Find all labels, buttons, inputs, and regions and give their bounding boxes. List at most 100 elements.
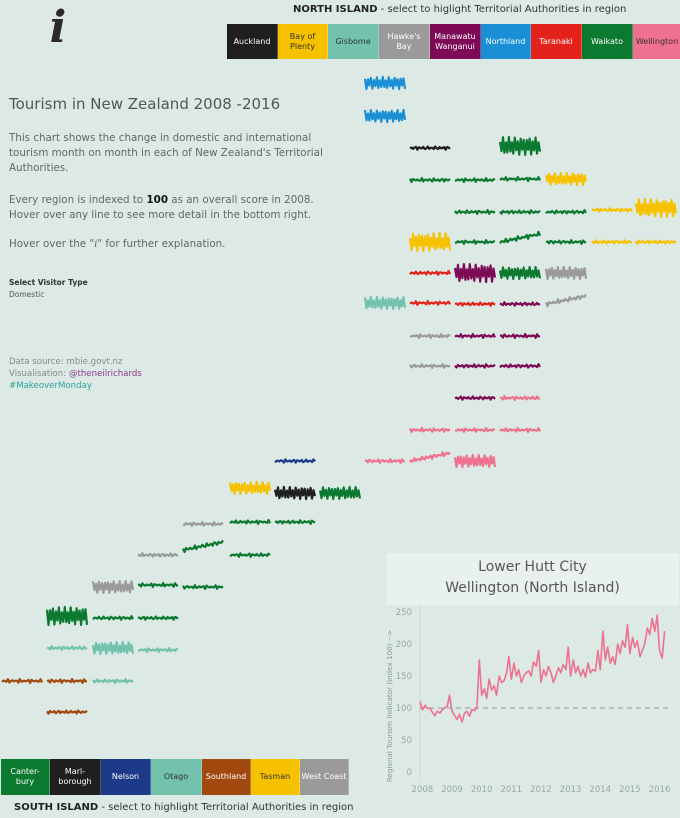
sparkline-waikato[interactable] — [498, 135, 542, 157]
legend-north-gisbome[interactable]: Gisbome — [328, 24, 379, 59]
sparkline-wellington[interactable] — [499, 395, 541, 401]
sparkline-marlborough[interactable] — [273, 485, 317, 501]
sparkline-waikato[interactable] — [499, 209, 541, 215]
sparkline-taranaki[interactable] — [409, 300, 451, 306]
sparkline-nelson[interactable] — [274, 458, 316, 464]
sparkline-otago[interactable] — [137, 647, 179, 653]
sparkline-otago[interactable] — [91, 640, 135, 656]
sparkline-manawatu-wanganui[interactable] — [499, 332, 541, 339]
sparkline-tasman[interactable] — [228, 480, 272, 496]
sparkline-wellington[interactable] — [409, 451, 451, 463]
detail-title-authority: Lower Hutt City — [478, 559, 587, 575]
sparkline-manawatu-wanganui[interactable] — [454, 395, 496, 401]
sparkline-waikato[interactable] — [454, 177, 496, 183]
sparkline-waikato[interactable] — [545, 209, 587, 215]
sparkline-auckland[interactable] — [409, 145, 451, 151]
legend-south-southland[interactable]: Southland — [202, 759, 251, 795]
sparkline-canterbury[interactable] — [181, 539, 224, 554]
south-island-title: SOUTH ISLAND - select to highlight Terri… — [14, 802, 353, 813]
sparkline-hawke-s-bay[interactable] — [544, 265, 588, 281]
legend-south-otago[interactable]: Otago — [151, 759, 202, 795]
sparkline-west-coast[interactable] — [137, 552, 179, 558]
detail-title-region: Wellington (North Island) — [445, 580, 620, 596]
legend-north-northland[interactable]: Northland — [481, 24, 531, 59]
intro-index-value: 100 — [146, 194, 168, 206]
sparkline-bay-of-plenty[interactable] — [634, 197, 678, 218]
sparkline-hawke-s-bay[interactable] — [544, 293, 587, 308]
sparkline-waikato[interactable] — [499, 230, 542, 245]
sparkline-canterbury[interactable] — [137, 615, 179, 621]
legend-south-west-coast[interactable]: West Coast — [300, 759, 349, 795]
legend-north-waikato[interactable]: Waikato — [582, 24, 633, 59]
detail-title-panel: Lower Hutt City Wellington (North Island… — [386, 553, 679, 605]
sparkline-taranaki[interactable] — [454, 301, 496, 307]
hashtag-link[interactable]: #MakeoverMonday — [9, 381, 92, 391]
legend-north-taranaki[interactable]: Taranaki — [531, 24, 582, 59]
sparkline-waikato[interactable] — [454, 209, 496, 215]
south-island-title-rest: - select to highlight Territorial Author… — [98, 802, 354, 813]
legend-south-marl-borough[interactable]: Marl- borough — [50, 759, 101, 795]
sparkline-canterbury[interactable] — [45, 605, 89, 627]
sparkline-taranaki[interactable] — [409, 269, 451, 276]
info-icon[interactable]: i — [49, 2, 67, 53]
north-island-title-bold: NORTH ISLAND — [293, 4, 378, 15]
sparkline-hawke-s-bay[interactable] — [409, 363, 451, 369]
legend-north-wellington[interactable]: Wellington — [633, 24, 680, 59]
sparkline-bay-of-plenty[interactable] — [544, 171, 588, 186]
sparkline-bay-of-plenty[interactable] — [408, 231, 452, 253]
series-line-0 — [419, 614, 666, 723]
sparkline-wellington[interactable] — [408, 426, 451, 434]
sparkline-bay-of-plenty[interactable] — [635, 239, 677, 245]
intro-hover-pre: Hover over the " — [9, 238, 95, 250]
sparkline-southland[interactable] — [1, 678, 44, 685]
sparkline-canterbury[interactable] — [229, 552, 271, 558]
sparkline-waikato[interactable] — [498, 266, 542, 281]
sparkline-canterbury[interactable] — [92, 615, 134, 621]
sparkline-wellington[interactable] — [499, 427, 542, 434]
sparkline-waikato[interactable] — [499, 176, 542, 183]
sparkline-manawatu-wanganui[interactable] — [454, 333, 496, 339]
legend-south-tasman[interactable]: Tasman — [251, 759, 300, 795]
sparkline-gisbome[interactable] — [363, 295, 407, 311]
legend-north-auckland[interactable]: Auckland — [227, 24, 278, 59]
sparkline-west-coast[interactable] — [91, 580, 135, 595]
sparkline-waikato[interactable] — [408, 177, 451, 184]
legend-north-hawke-s-bay[interactable]: Hawke's Bay — [379, 24, 430, 59]
sparkline-canterbury[interactable] — [274, 519, 316, 525]
visualisation-credit: Visualisation: @theneilrichards — [9, 368, 142, 380]
intro-hover-post: " for further explanation. — [97, 238, 226, 250]
sparkline-waikato[interactable] — [454, 239, 496, 245]
sparkline-northland[interactable] — [363, 108, 407, 124]
sparkline-manawatu-wanganui[interactable] — [453, 263, 497, 284]
legend-south-canter-bury[interactable]: Canter- bury — [1, 759, 50, 795]
sparkline-manawatu-wanganui[interactable] — [454, 363, 496, 369]
x-tick-label: 2015 — [619, 785, 641, 795]
sparkline-wellington[interactable] — [453, 453, 497, 468]
legend-north-bay-of-plenty[interactable]: Bay of Plenty — [278, 24, 328, 59]
visualisation-credit-pre: Visualisation: — [9, 369, 69, 379]
sparkline-wellington[interactable] — [454, 427, 496, 433]
sparkline-bay-of-plenty[interactable] — [591, 207, 633, 213]
sparkline-northland[interactable] — [363, 75, 407, 91]
legend-north-manawatu-wanganui[interactable]: Manawatu Wanganui — [430, 24, 481, 59]
south-island-legend: Canter- bury Marl- borough Nelson Otago Sout… — [1, 759, 349, 795]
sparkline-otago[interactable] — [92, 678, 134, 684]
sparkline-canterbury[interactable] — [182, 584, 224, 590]
legend-south-nelson[interactable]: Nelson — [101, 759, 151, 795]
sparkline-southland[interactable] — [46, 677, 87, 684]
sparkline-wellington[interactable] — [364, 458, 406, 464]
y-tick-label: 250 — [396, 608, 412, 618]
sparkline-otago[interactable] — [46, 645, 88, 651]
sparkline-canterbury[interactable] — [229, 518, 272, 525]
sparkline-manawatu-wanganui[interactable] — [499, 363, 541, 369]
sparkline-southland[interactable] — [46, 709, 88, 715]
author-handle-link[interactable]: @theneilrichards — [68, 369, 142, 379]
sparkline-manawatu-wanganui[interactable] — [499, 301, 541, 307]
sparkline-hawke-s-bay[interactable] — [409, 333, 451, 339]
visitor-type-select[interactable]: Domestic — [9, 290, 45, 299]
sparkline-canterbury[interactable] — [137, 581, 179, 589]
sparkline-canterbury[interactable] — [318, 485, 362, 501]
sparkline-waikato[interactable] — [545, 239, 587, 245]
sparkline-bay-of-plenty[interactable] — [591, 239, 633, 245]
sparkline-west-coast[interactable] — [182, 521, 224, 527]
